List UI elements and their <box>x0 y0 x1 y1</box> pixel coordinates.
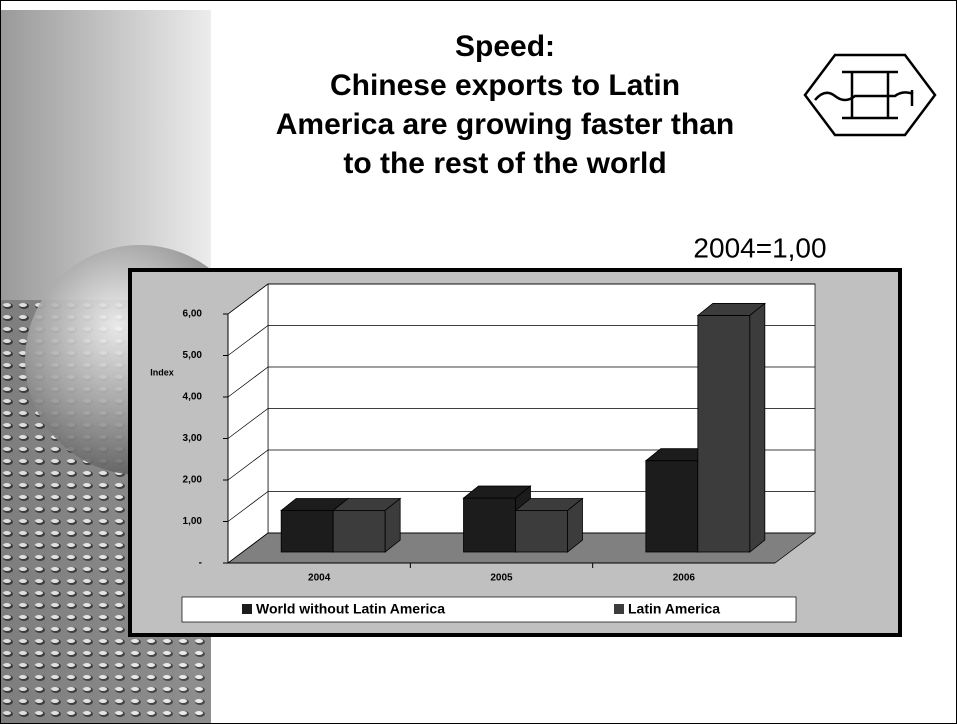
y-tick-label: 3,00 <box>183 433 203 444</box>
bar-side <box>749 302 766 553</box>
y-tick-label: 2,00 <box>183 475 203 486</box>
legend-label: Latin America <box>628 601 720 617</box>
logo <box>803 53 937 137</box>
grid-line <box>227 449 815 481</box>
x-tick-label: 2005 <box>490 573 513 584</box>
bar-front <box>280 510 334 553</box>
slide-title: America are growing faster than <box>276 108 734 141</box>
bar-front <box>645 460 699 553</box>
x-tick-label: 2004 <box>308 573 331 584</box>
bar-front <box>332 510 386 553</box>
bar-front <box>515 510 568 553</box>
slide-title: Chinese exports to Latin <box>330 69 680 102</box>
legend-swatch <box>242 604 252 614</box>
slide-title: to the rest of the world <box>343 147 666 180</box>
legend-box <box>181 596 797 623</box>
grid-line <box>227 408 815 439</box>
bar-side <box>567 497 583 553</box>
bar <box>332 497 402 553</box>
y-tick-label: 1,00 <box>183 516 203 527</box>
bar-side <box>384 497 401 553</box>
grid-line <box>227 283 815 315</box>
y-tick-label: 5,00 <box>183 350 203 361</box>
x-tick-label: 2006 <box>673 573 696 584</box>
bar <box>514 497 584 553</box>
legend-swatch <box>614 604 624 614</box>
index-note: 2004=1,00 <box>693 232 826 263</box>
grid-line <box>227 366 815 398</box>
grid-line <box>227 491 815 522</box>
slide-title: Speed: <box>455 30 555 63</box>
y-tick-label: - <box>199 558 202 569</box>
grid-line <box>227 532 815 564</box>
legend-label: World without Latin America <box>256 601 445 617</box>
y-tick-label: 4,00 <box>183 392 203 403</box>
y-tick-label: 6,00 <box>183 309 203 320</box>
bar-front <box>463 497 516 553</box>
y-axis-label: Index <box>150 367 174 377</box>
grid-line <box>227 325 815 356</box>
bar <box>696 302 766 553</box>
bar-front <box>697 315 751 553</box>
